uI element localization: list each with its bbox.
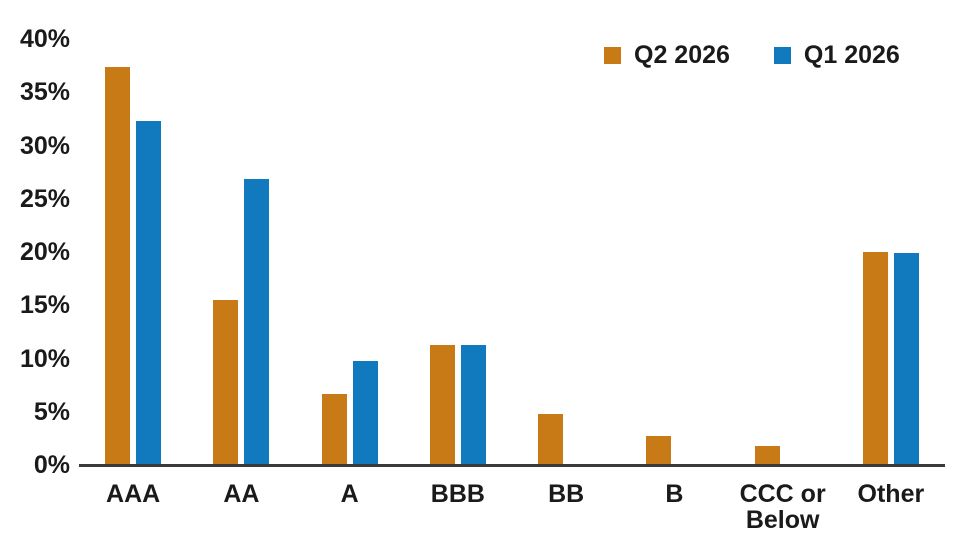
category-group	[512, 39, 620, 465]
category-group	[620, 39, 728, 465]
category-group	[404, 39, 512, 465]
y-tick-label: 0%	[33, 451, 70, 479]
bar-q2-2026	[213, 299, 239, 465]
bar-q1-2026	[460, 344, 486, 465]
legend-swatch-icon	[773, 46, 791, 64]
bar-q2-2026	[429, 344, 455, 465]
y-tick-label: 25%	[19, 184, 70, 213]
category-group	[79, 39, 187, 465]
bar-q2-2026	[105, 66, 131, 465]
plot-area	[79, 39, 945, 465]
y-tick-label: 10%	[19, 344, 70, 373]
category-group	[837, 39, 945, 465]
y-tick-label: 15%	[19, 291, 70, 320]
category-label: CCC or Below	[739, 480, 826, 534]
x-axis-line	[79, 464, 945, 467]
legend-swatch-icon	[604, 46, 621, 64]
legend-label: Q1 2026	[803, 41, 900, 69]
bar-q2-2026	[646, 436, 672, 465]
category-label: Other	[857, 480, 925, 508]
x-axis-labels: AAA AA A BBB BB B CCC or Below Other	[79, 481, 945, 533]
bar-q2-2026	[754, 445, 780, 465]
category-label: BBB	[430, 480, 485, 508]
bar-q1-2026	[352, 360, 378, 465]
y-tick-label: 20%	[19, 238, 70, 266]
category-label: BB	[548, 480, 585, 508]
legend-item: Q1 2026	[773, 41, 900, 69]
category-label: B	[665, 480, 684, 508]
y-tick-label: 30%	[19, 131, 70, 160]
category-label: A	[340, 480, 359, 508]
legend-label: Q2 2026	[634, 41, 730, 69]
category-group	[187, 39, 295, 465]
category-group	[296, 39, 404, 465]
category-label: AA	[223, 480, 260, 508]
y-tick-label: 5%	[33, 397, 70, 426]
legend-item: Q2 2026	[604, 41, 730, 69]
bar-q2-2026	[321, 393, 347, 465]
bar-q2-2026	[538, 413, 564, 465]
legend: Q2 2026 Q1 2026	[604, 41, 900, 69]
y-tick-label: 40%	[19, 25, 70, 53]
y-tick-label: 35%	[19, 78, 70, 107]
bar-q1-2026	[893, 253, 919, 465]
category-label: AAA	[106, 480, 161, 508]
category-group	[729, 39, 837, 465]
bar-q1-2026	[244, 178, 270, 465]
bar-q1-2026	[136, 121, 162, 465]
bar-q2-2026	[862, 252, 888, 465]
